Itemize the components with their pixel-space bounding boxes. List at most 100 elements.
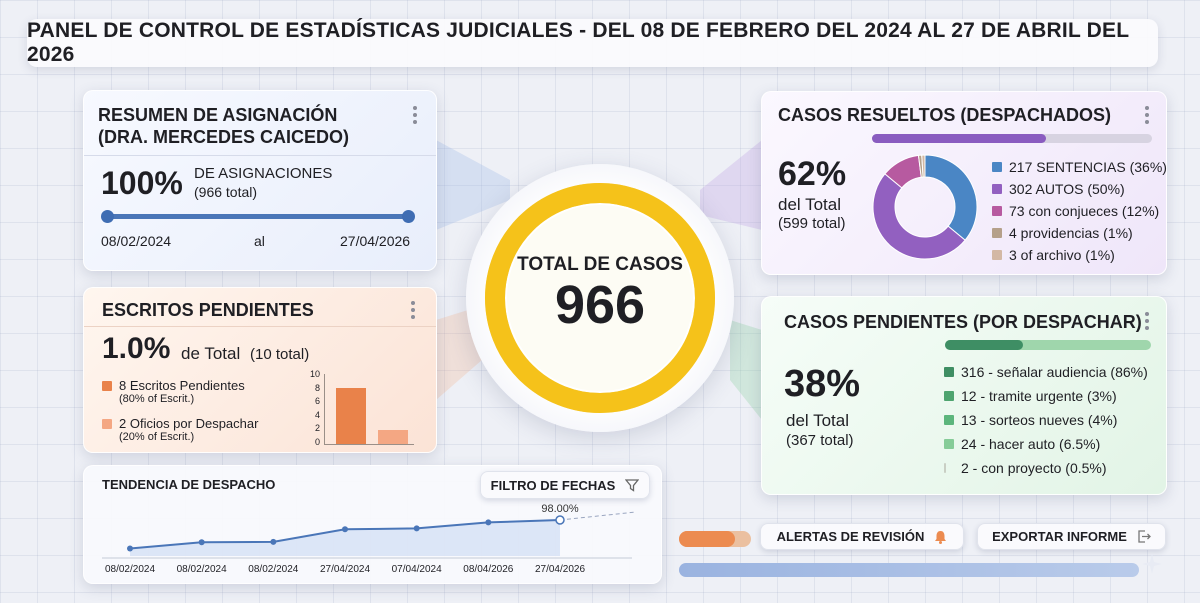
- pendientes-progress-track: [945, 340, 1151, 350]
- tendencia-line-chart: 98.00%: [102, 504, 637, 559]
- legend-label: 12 - tramite urgente (3%): [961, 388, 1117, 404]
- total-casos-label: TOTAL DE CASOS: [517, 254, 683, 275]
- trend-point: [127, 545, 133, 552]
- y-tick: 4: [314, 409, 320, 420]
- legend-label: 4 providencias (1%): [1009, 225, 1133, 241]
- asignacion-title-line2: (DRA. MERCEDES CAICEDO): [98, 127, 350, 147]
- resueltos-donut-chart: [872, 154, 978, 260]
- trend-area: [130, 520, 560, 556]
- connector-resueltos: [700, 140, 762, 230]
- donut-slice: [924, 154, 978, 241]
- y-tick: 8: [314, 382, 320, 393]
- trend-x-tick: 08/02/2024: [104, 564, 156, 575]
- escritos-item-sub: (20% of Escrit.): [119, 431, 195, 443]
- escritos-item-sub: (80% of Escrit.): [119, 393, 195, 405]
- legend-swatch: [944, 463, 946, 473]
- filter-icon: [625, 478, 640, 492]
- escritos-base-line: [324, 444, 414, 445]
- bottom-progress-bar: [679, 563, 1139, 577]
- tendencia-card: TENDENCIA DE DESPACHO FILTRO DE FECHAS 9…: [83, 465, 662, 584]
- legend-label: 3 of archivo (1%): [1009, 247, 1115, 263]
- legend-swatch: [992, 228, 1002, 238]
- pendientes-legend-item: 2 - con proyecto (0.5%): [944, 460, 1107, 476]
- exportar-informe-button[interactable]: EXPORTAR INFORME: [977, 523, 1166, 550]
- legend-swatch: [992, 206, 1002, 216]
- pendientes-menu-icon[interactable]: [1144, 312, 1150, 333]
- legend-swatch: [992, 250, 1002, 260]
- resueltos-legend-item: 3 of archivo (1%): [992, 247, 1115, 263]
- trend-x-tick: 08/02/2024: [176, 564, 227, 575]
- asignacion-end-handle[interactable]: [402, 210, 415, 223]
- escritos-menu-icon[interactable]: [410, 301, 416, 322]
- legend-swatch: [992, 162, 1002, 172]
- resueltos-title: CASOS RESUELTOS (DESPACHADOS): [778, 105, 1112, 125]
- escritos-y-axis: 10 8 6 4 2 0: [306, 368, 320, 448]
- asignacion-menu-icon[interactable]: [412, 106, 418, 127]
- trend-point: [342, 526, 348, 533]
- legend-label: 217 SENTENCIAS (36%): [1009, 159, 1167, 175]
- escritos-card: ESCRITOS PENDIENTES 1.0% de Total (10 to…: [83, 287, 437, 453]
- resueltos-legend-item: 4 providencias (1%): [992, 225, 1133, 241]
- escritos-total: (10 total): [250, 346, 310, 363]
- pendientes-legend-item: 12 - tramite urgente (3%): [944, 388, 1117, 404]
- asignacion-start-handle[interactable]: [101, 210, 114, 223]
- legend-label: 302 AUTOS (50%): [1009, 181, 1125, 197]
- resueltos-total: (599 total): [778, 215, 846, 232]
- trend-last-value-label: 98.00%: [541, 504, 579, 515]
- resueltos-menu-icon[interactable]: [1144, 106, 1150, 127]
- connector-asignacion: [436, 140, 510, 230]
- trend-point: [270, 538, 277, 545]
- alertas-label: ALERTAS DE REVISIÓN: [776, 529, 925, 544]
- trend-point: [555, 515, 565, 525]
- legend-label: 73 con conjueces (12%): [1009, 203, 1160, 219]
- escritos-bar: [336, 388, 366, 444]
- resueltos-legend-item: 302 AUTOS (50%): [992, 181, 1125, 197]
- escritos-title: ESCRITOS PENDIENTES: [102, 300, 314, 320]
- legend-swatch: [944, 439, 954, 449]
- asignacion-title: RESUMEN DE ASIGNACIÓN (DRA. MERCEDES CAI…: [98, 104, 349, 148]
- escritos-bar-chart: 10 8 6 4 2 0: [306, 368, 416, 448]
- alertas-revision-button[interactable]: ALERTAS DE REVISIÓN: [760, 523, 964, 550]
- pendientes-legend-item: 13 - sorteos nueves (4%): [944, 412, 1117, 428]
- tendencia-title: TENDENCIA DE DESPACHO: [102, 477, 276, 492]
- resueltos-legend-item: 73 con conjueces (12%): [992, 203, 1159, 219]
- trend-point: [413, 525, 420, 532]
- filtro-fechas-button[interactable]: FILTRO DE FECHAS: [480, 471, 650, 499]
- export-icon: [1138, 530, 1151, 543]
- trend-point: [198, 539, 205, 546]
- asignacion-end-date: 27/04/2026: [340, 233, 411, 249]
- escritos-percent: 1.0%: [102, 332, 171, 365]
- pendientes-legend-item: 24 - hacer auto (6.5%): [944, 436, 1100, 452]
- resueltos-legend-item: 217 SENTENCIAS (36%): [992, 159, 1167, 175]
- sparkle-icon: [1142, 554, 1162, 574]
- legend-swatch: [944, 415, 954, 425]
- alerts-progress-track: [679, 531, 751, 547]
- pendientes-title: CASOS PENDIENTES (POR DESPACHAR): [784, 312, 1142, 332]
- asignacion-start-date: 08/02/2024: [101, 233, 172, 249]
- resueltos-card: CASOS RESUELTOS (DESPACHADOS) 62% del To…: [761, 91, 1167, 275]
- asignacion-card: RESUMEN DE ASIGNACIÓN (DRA. MERCEDES CAI…: [83, 90, 437, 271]
- y-tick: 0: [314, 436, 320, 447]
- pendientes-total: (367 total): [786, 432, 854, 449]
- resueltos-percent: 62%: [778, 155, 847, 193]
- escritos-legend-item: 2 Oficios por Despachar (20% of Escrit.): [102, 416, 258, 443]
- legend-label: 24 - hacer auto (6.5%): [961, 436, 1101, 452]
- y-tick: 2: [314, 423, 320, 434]
- page-title-text: PANEL DE CONTROL DE ESTADÍSTICAS JUDICIA…: [27, 19, 1129, 66]
- escritos-item-label: 8 Escritos Pendientes: [119, 378, 245, 393]
- escritos-swatch: [102, 418, 112, 429]
- legend-label: 2 - con proyecto (0.5%): [961, 460, 1107, 476]
- asignacion-progress-fill: [106, 214, 410, 219]
- asignacion-total: (966 total): [194, 184, 258, 200]
- pendientes-legend-item: 316 - señalar audiencia (86%): [944, 364, 1148, 380]
- legend-swatch: [944, 367, 954, 377]
- pendientes-progress-fill: [945, 340, 1024, 350]
- trend-x-tick: 27/04/2026: [534, 564, 586, 575]
- trend-x-tick: 08/04/2026: [463, 564, 514, 575]
- donut-slice: [872, 173, 966, 260]
- legend-swatch: [944, 391, 954, 401]
- asignacion-label: DE ASIGNACIONES: [194, 165, 333, 182]
- donut-slice: [921, 154, 926, 178]
- total-casos-ring-arc: [485, 183, 715, 413]
- legend-label: 13 - sorteos nueves (4%): [961, 412, 1118, 428]
